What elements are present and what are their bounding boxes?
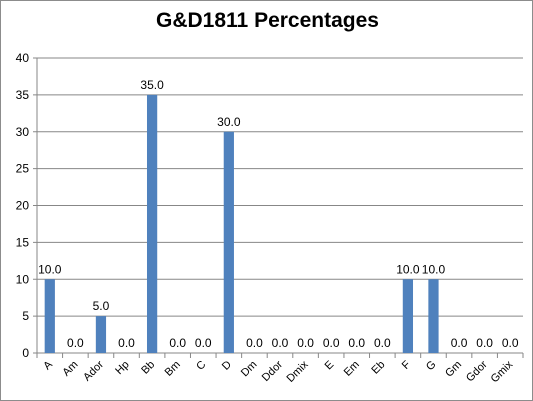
data-label: 0.0 [297,336,314,350]
x-tick-label: Hp [113,359,131,377]
x-tick-label: Eb [369,359,387,377]
bar-f [402,279,414,353]
x-tick-label: C [194,359,208,373]
x-tick-label: Ddor [260,358,286,384]
y-axis-ticks: 0 5 10 15 20 25 30 35 40 [16,51,30,360]
x-tick-label: Dm [239,359,260,380]
x-tick-label: Gmix [489,358,516,385]
data-label: 0.0 [118,336,135,350]
x-tick-label: F [400,358,413,371]
x-axis-ticks: A Am Ador Hp Bb Bm C D Dm Ddor Dmix E Em Eb F G Gm GdorGm… [41,358,515,385]
x-tick-label: Bb [139,359,157,377]
y-tick-label: 25 [16,162,30,176]
axes [33,57,524,358]
x-tick-label: Bm [163,359,183,379]
bar-bb [146,94,158,353]
x-tick-label: G [424,359,439,374]
bars [44,94,439,353]
x-tick-label: Gm [443,359,464,380]
bar-g [428,279,439,353]
x-tick-label: Am [60,359,80,379]
data-label: 0.0 [374,336,391,350]
data-label: 5.0 [93,299,110,313]
data-label: 0.0 [169,336,186,350]
y-tick-label: 5 [22,309,29,323]
data-labels: 10.0 0.0 5.0 0.0 35.0 0.0 0.0 30.0 0.0 0.0 0.0 0.0 0… [38,78,519,350]
data-label: 0.0 [67,336,84,350]
y-tick-label: 0 [22,346,29,360]
data-label: 0.0 [323,336,340,350]
x-tick-label: D [220,359,234,373]
y-tick-label: 35 [16,88,30,102]
data-label: 10.0 [38,262,62,276]
data-label: 0.0 [451,336,468,350]
x-tick-label: Em [342,359,362,379]
data-label: 10.0 [422,262,446,276]
gridlines [37,57,523,317]
x-tick-label: Dmix [284,358,311,385]
data-label: 0.0 [195,336,212,350]
data-label: 0.0 [502,336,519,350]
bar-ador [95,316,107,353]
data-label: 0.0 [476,336,493,350]
data-label: 30.0 [217,115,241,129]
x-tick-label: E [323,359,337,373]
x-tick-label: Gdor [464,358,490,384]
data-label: 0.0 [246,336,263,350]
x-tick-label: A [41,358,55,372]
x-tick-label: Ador [81,358,106,383]
y-tick-label: 30 [16,125,30,139]
data-label: 0.0 [272,336,289,350]
y-tick-label: 20 [16,199,30,213]
bar-a [44,279,55,353]
data-label: 35.0 [140,78,164,92]
y-tick-label: 10 [16,272,30,286]
y-tick-label: 15 [16,235,30,249]
chart-title: G&D1811 Percentages [156,9,379,32]
data-label: 10.0 [396,262,420,276]
y-tick-label: 40 [16,51,30,65]
data-label: 0.0 [348,336,365,350]
bar-d [223,131,234,353]
